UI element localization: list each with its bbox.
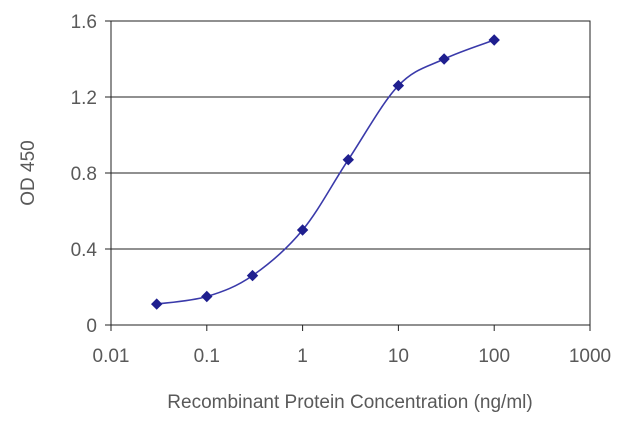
- x-tick-label: 100: [478, 346, 510, 367]
- series-line: [156, 39, 495, 305]
- data-point: [201, 290, 213, 303]
- x-axis-label: Recombinant Protein Concentration (ng/ml…: [167, 392, 532, 413]
- x-tick-label: 1: [297, 346, 308, 367]
- y-axis-ticks: 0 0.4 0.8 1.2 1.6: [71, 12, 111, 337]
- x-axis-ticks: 0.01 0.1 1 10 100 1000: [93, 325, 611, 367]
- data-points: [151, 34, 500, 310]
- data-point: [392, 79, 405, 92]
- data-point: [438, 53, 450, 65]
- data-point: [151, 298, 163, 310]
- x-tick-label: 0.01: [93, 346, 130, 367]
- y-tick-label: 0: [86, 316, 97, 337]
- data-point: [246, 269, 259, 282]
- data-point: [488, 34, 500, 46]
- y-tick-label: 1.6: [71, 12, 97, 33]
- y-tick-label: 1.2: [71, 88, 97, 109]
- x-tick-label: 1000: [569, 346, 611, 367]
- y-tick-label: 0.4: [71, 240, 98, 261]
- x-tick-label: 10: [388, 346, 409, 367]
- data-point: [342, 153, 355, 166]
- data-point: [296, 224, 309, 236]
- y-axis-label: OD 450: [18, 140, 39, 205]
- y-tick-label: 0.8: [71, 164, 97, 185]
- x-tick-label: 0.1: [194, 346, 220, 367]
- gridlines: [111, 96, 590, 250]
